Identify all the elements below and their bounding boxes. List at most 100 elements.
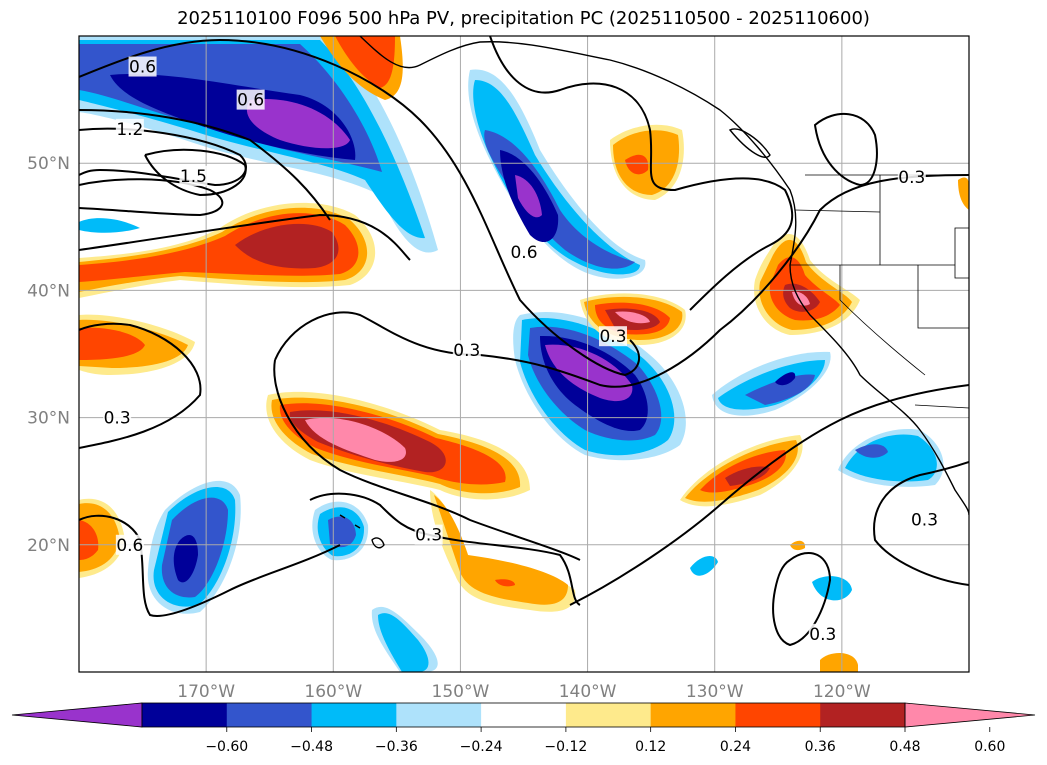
colorbar-tick-label: −0.60	[205, 739, 248, 755]
coastline	[339, 36, 969, 549]
political-boundaries	[790, 174, 969, 409]
lat-tick-label: 30°N	[27, 409, 70, 429]
pv-contour-0.3-southwest	[79, 322, 202, 449]
precip-anomaly-fields	[79, 36, 969, 672]
pv-anomaly-southwest	[147, 480, 241, 614]
contour-label: 0.3	[453, 341, 480, 361]
contour-labels: 0.6 1.2 1.5 0.6 0.6 0.3 0.3 0.3 0.6 0.3 0.3 0.3 0.3	[103, 56, 939, 645]
precip-positive-misc	[79, 177, 969, 672]
map-frame	[78, 35, 970, 673]
lon-tick-label: 140°W	[559, 682, 617, 702]
lon-tick-label: 150°W	[432, 682, 490, 702]
contour-label: 0.6	[237, 91, 264, 111]
lat-tick-label: 20°N	[27, 536, 70, 556]
colorbar-segment	[735, 703, 821, 727]
pv-contour-0.3-southeast	[569, 384, 969, 606]
colorbar-tick-label: −0.36	[375, 739, 418, 755]
pv-contour-0.3-oregon	[813, 112, 878, 187]
pv-contour-0.3-north-ridge	[489, 36, 794, 311]
pv-contour-0.3-south-loop	[772, 551, 832, 647]
colorbar-segment	[396, 703, 482, 727]
lat-tick-label: 50°N	[27, 154, 70, 174]
colorbar-outline	[141, 702, 906, 728]
colorbar-extend-high	[904, 702, 1036, 728]
colorbar-tick-label: 0.24	[720, 739, 751, 755]
lon-tick-label: 170°W	[177, 682, 235, 702]
contour-label: 1.2	[116, 120, 143, 140]
north-america-coast	[359, 36, 969, 516]
pv-contour-0.3-central-south	[273, 359, 581, 561]
precip-positive-northwest	[320, 36, 403, 100]
precip-positive-south-central	[430, 490, 576, 612]
contour-label-bg	[414, 524, 443, 545]
colorbar-segment	[820, 703, 906, 727]
colorbar-tick-label: −0.24	[460, 739, 503, 755]
colorbar: −0.60 −0.48 −0.36 −0.24 −0.12 0.12 0.24 0.36 0.4…	[11, 702, 1036, 755]
contour-label-bg	[179, 165, 208, 186]
pv-contour-1.5	[144, 148, 247, 197]
contour-label-bg	[897, 167, 926, 188]
longitude-labels: 170°W 160°W 150°W 140°W 130°W 120°W	[177, 682, 871, 702]
pv-anomaly-central	[513, 311, 686, 461]
pv-contour-0.6-mid	[79, 109, 331, 221]
colorbar-tick-label: 0.12	[635, 739, 666, 755]
colorbar-segment	[481, 703, 567, 727]
pv-contour-1.5-outer	[79, 178, 224, 217]
latitude-labels: 50°N 40°N 30°N 20°N	[27, 154, 70, 556]
utah-border	[954, 227, 969, 279]
pv-anomaly-eastpacific	[712, 351, 831, 416]
pv-contour-0.6-north	[79, 38, 640, 377]
colorbar-segment	[142, 703, 228, 727]
contour-label: 0.3	[599, 327, 626, 347]
pv-anomaly-baja	[838, 429, 944, 487]
contour-label-bg	[115, 118, 144, 139]
precip-positive-eastpacific	[680, 435, 803, 507]
contour-label-bg	[452, 340, 481, 361]
precip-positive-westedge	[79, 314, 195, 375]
colorbar-tick-label: −0.48	[290, 739, 333, 755]
contour-label: 0.6	[129, 58, 156, 78]
contour-label-bg	[599, 326, 627, 347]
california-nevada-border	[839, 265, 926, 376]
pv-contour-0.6-southwest	[79, 514, 341, 617]
colorbar-tick-label: 0.48	[889, 739, 920, 755]
pv-contour-0.3-far-east	[873, 461, 969, 586]
pv-anomaly-hawaii	[312, 501, 369, 561]
colorbar-tick-label: 0.60	[974, 739, 1005, 755]
contour-label: 1.5	[180, 167, 207, 187]
chart-title: 2025110100 F096 500 hPa PV, precipitatio…	[177, 8, 870, 29]
contour-label: 0.3	[911, 510, 938, 530]
contour-label-bg	[128, 56, 157, 77]
contour-label: 0.3	[104, 409, 131, 429]
pv-contour-lines	[79, 36, 969, 647]
lon-tick-label: 160°W	[304, 682, 362, 702]
contour-label: 0.6	[116, 536, 143, 556]
pv-anomaly-midocean	[468, 69, 646, 279]
precip-positive-subtropical-west	[79, 202, 376, 298]
colorbar-tick-label: −0.12	[544, 739, 587, 755]
contour-label-bg	[103, 407, 132, 428]
colorbar-segment	[311, 703, 397, 727]
hawaii-islands	[339, 514, 385, 549]
washington-oregon-border	[794, 209, 881, 213]
contour-label: 0.6	[510, 243, 537, 263]
contour-label-bg	[236, 89, 265, 110]
precip-positive-north-central	[610, 124, 684, 200]
lon-tick-label: 130°W	[686, 682, 744, 702]
colorbar-segment	[650, 703, 736, 727]
us-mexico-border	[914, 404, 969, 409]
contour-label-bg	[115, 534, 144, 555]
pv-contour-0.3-central	[274, 174, 969, 388]
pv-contour-1.2	[79, 127, 247, 187]
colorbar-segment	[565, 703, 652, 727]
lon-tick-label: 120°W	[813, 682, 871, 702]
colorbar-extend-low	[11, 702, 143, 728]
pv-anomaly-northwest	[79, 36, 438, 253]
colorbar-segment	[226, 703, 313, 727]
pv-contour-0.3-west	[79, 213, 411, 261]
contour-label-bg	[510, 242, 538, 263]
contour-label: 0.3	[809, 625, 836, 645]
vancouver-island	[728, 128, 771, 158]
contour-label-bg	[910, 509, 939, 530]
